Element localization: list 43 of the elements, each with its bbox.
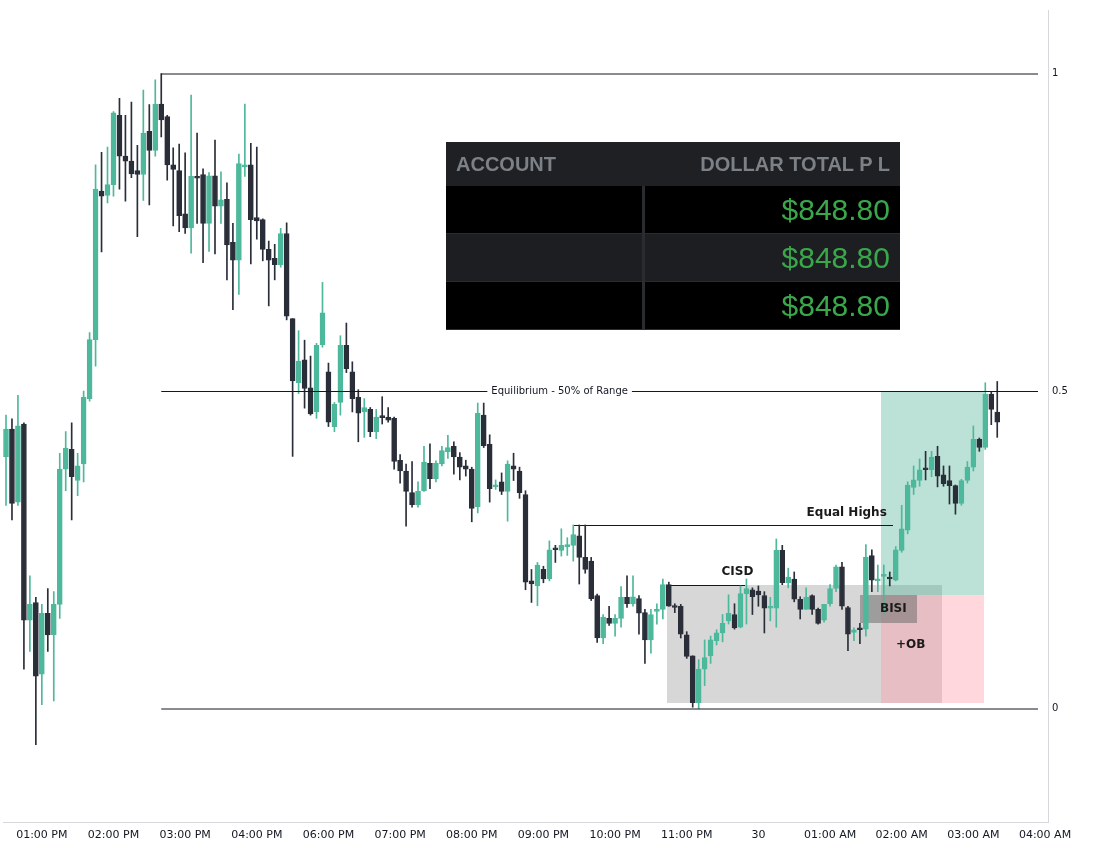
x-tick-label: 30 (751, 828, 766, 842)
x-tick-label: 01:00 AM (803, 828, 857, 842)
candlestick (170, 147, 177, 227)
x-tick-label: 04:00 AM (1018, 828, 1072, 842)
x-tick-label: 03:00 PM (159, 828, 211, 842)
x-tick-label: 10:00 PM (589, 828, 641, 842)
y-tick-label: 0.5 (1052, 384, 1068, 396)
annotation: DOLLAR TOTAL P L (700, 152, 890, 176)
x-tick-label: 07:00 PM (374, 828, 426, 842)
candlestick (857, 623, 863, 645)
ref-line-label: Equilibrium - 50% of Range (491, 384, 628, 396)
x-tick-label: 06:00 PM (302, 828, 355, 842)
x-tick-label: 11:00 PM (661, 828, 713, 842)
x-tick-label: 02:00 PM (87, 828, 140, 842)
candlestick (194, 132, 200, 224)
annotation: ACCOUNT (456, 152, 556, 176)
x-tick-label: 04:00 PM (231, 828, 283, 842)
annotation: $848.80 (780, 240, 891, 276)
annotation: $848.80 (780, 192, 891, 228)
candlestick (445, 435, 451, 459)
annotation: +OB (895, 637, 926, 652)
x-tick-label: 08:00 PM (446, 828, 498, 842)
candlestick (361, 398, 368, 438)
candlestick (994, 381, 1001, 438)
candlestick (271, 243, 278, 281)
annotation: $848.80 (780, 288, 891, 324)
candlestick (230, 223, 236, 311)
candlestick (624, 575, 630, 608)
candlestick (218, 171, 224, 224)
candlestick (182, 152, 188, 234)
annotation: Equal Highs (806, 505, 887, 520)
x-tick-label: 09:00 PM (517, 828, 570, 842)
y-tick-label: 0 (1052, 702, 1059, 714)
y-tick-label: 1 (1052, 67, 1059, 79)
x-tick-label: 01:00 PM (16, 828, 68, 842)
x-tick-label: 02:00 AM (875, 828, 928, 842)
candlestick (146, 104, 153, 206)
candlestick (630, 575, 636, 607)
candlestick (27, 575, 33, 652)
annotation: CISD (721, 563, 754, 578)
candlestick (654, 603, 660, 625)
x-tick-label: 03:00 AM (947, 828, 1000, 842)
candlestick (379, 396, 386, 425)
